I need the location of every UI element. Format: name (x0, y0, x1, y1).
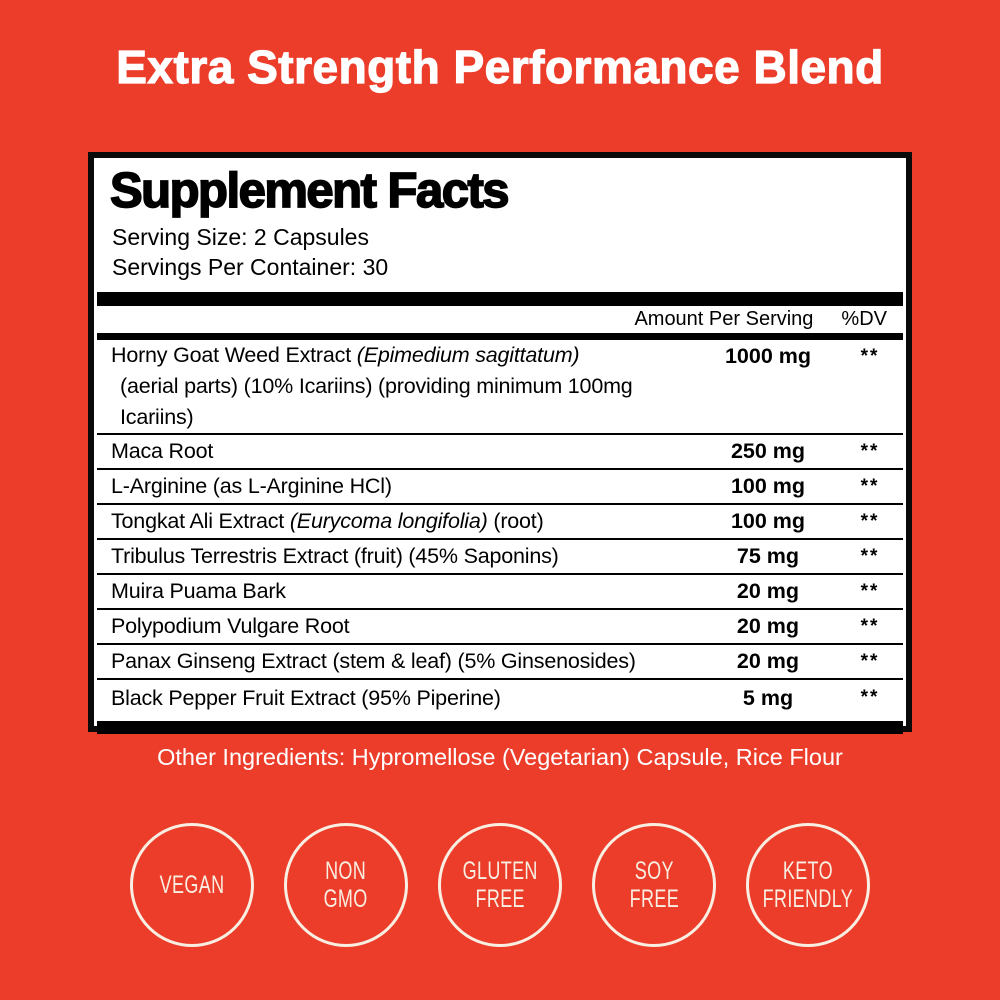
ingredient-name: L-Arginine (as L-Arginine HCl) (111, 474, 392, 498)
ingredient-dv: ** (860, 615, 880, 637)
badge-keto-friendly: KETO FRIENDLY (746, 823, 870, 947)
percent-dv-header: %DV (841, 308, 887, 330)
table-row: Black Pepper Fruit Extract (95% Piperine… (97, 680, 903, 716)
ingredient-dv: ** (860, 440, 880, 462)
supplement-facts-heading: Supplement Facts (109, 163, 510, 219)
table-row: Polypodium Vulgare Root 20 mg ** (97, 610, 903, 645)
badge-label: NON GMO (323, 857, 369, 913)
ingredient-detail: (aerial parts) (10% Icariins) (providing… (120, 374, 633, 429)
divider-thick-top (97, 292, 903, 306)
ingredient-amount: 5 mg (742, 685, 794, 710)
badge-row: VEGAN NON GMO GLUTEN FREE SOY FREE KETO FRIE… (0, 823, 1000, 947)
ingredient-dv: ** (860, 545, 880, 567)
servings-per-container: Servings Per Container: 30 (112, 254, 389, 280)
ingredient-name: Panax Ginseng Extract (stem & leaf) (5% … (111, 649, 636, 673)
product-title: Extra Strength Performance Blend (116, 40, 884, 93)
divider-medium (97, 333, 903, 340)
badge-label: GLUTEN FREE (462, 857, 538, 913)
ingredient-name: Black Pepper Fruit Extract (95% Piperine… (111, 685, 501, 710)
supplement-facts-panel: Supplement Facts Serving Size: 2 Capsule… (88, 152, 912, 734)
ingredient-amount: 100 mg (730, 474, 806, 498)
ingredient-name: Maca Root (111, 439, 214, 463)
table-row: Maca Root 250 mg ** (97, 435, 903, 470)
ingredient-dv: ** (860, 475, 880, 497)
amount-per-serving-header: Amount Per Serving (634, 308, 814, 330)
badge-soy-free: SOY FREE (592, 823, 716, 947)
badge-label: SOY FREE (629, 857, 679, 913)
ingredient-amount: 100 mg (730, 509, 806, 533)
ingredient-name: Tribulus Terrestris Extract (fruit) (45%… (111, 544, 559, 568)
ingredient-amount: 1000 mg (724, 344, 812, 368)
ingredient-amount: 20 mg (736, 614, 800, 638)
ingredient-amount: 20 mg (736, 649, 800, 673)
table-row: L-Arginine (as L-Arginine HCl) 100 mg ** (97, 470, 903, 505)
other-ingredients: Other Ingredients: Hypromellose (Vegetar… (157, 744, 843, 770)
ingredient-amount: 75 mg (736, 544, 800, 568)
ingredient-dv: ** (860, 687, 880, 708)
badge-label: VEGAN (159, 871, 225, 899)
ingredient-amount: 20 mg (736, 579, 800, 603)
badge-non-gmo: NON GMO (284, 823, 408, 947)
ingredient-name: Horny Goat Weed Extract (Epimedium sagit… (97, 340, 699, 433)
ingredient-dv: ** (860, 650, 880, 672)
ingredient-table: Horny Goat Weed Extract (Epimedium sagit… (97, 340, 903, 716)
table-column-header: Amount Per Serving %DV (97, 306, 903, 333)
ingredient-dv: ** (860, 580, 880, 602)
badge-vegan: VEGAN (130, 823, 254, 947)
badge-label: KETO FRIENDLY (762, 857, 854, 913)
table-row: Tongkat Ali Extract (Eurycoma longifolia… (97, 505, 903, 540)
table-row: Tribulus Terrestris Extract (fruit) (45%… (97, 540, 903, 575)
ingredient-dv: ** (860, 510, 880, 532)
serving-size: Serving Size: 2 Capsules (112, 224, 369, 250)
ingredient-name: Polypodium Vulgare Root (111, 614, 350, 638)
table-row: Horny Goat Weed Extract (Epimedium sagit… (97, 340, 903, 435)
ingredient-name: Muira Puama Bark (111, 579, 286, 603)
table-row: Panax Ginseng Extract (stem & leaf) (5% … (97, 645, 903, 680)
ingredient-amount: 250 mg (730, 439, 806, 463)
table-row: Muira Puama Bark 20 mg ** (97, 575, 903, 610)
ingredient-dv: ** (860, 346, 880, 367)
divider-thick-bottom (97, 721, 903, 734)
ingredient-name: Tongkat Ali Extract (Eurycoma longifolia… (111, 509, 544, 533)
badge-gluten-free: GLUTEN FREE (438, 823, 562, 947)
